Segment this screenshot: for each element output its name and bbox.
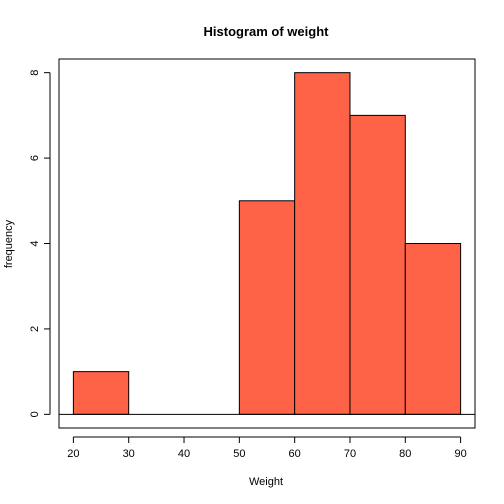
y-tick-label-8: 8 xyxy=(29,70,41,76)
x-axis-label: Weight xyxy=(249,476,283,488)
histogram-bars xyxy=(72,72,462,415)
x-tick-label-60: 60 xyxy=(289,448,301,460)
x-tick-label-90: 90 xyxy=(454,448,466,460)
x-tick-label-40: 40 xyxy=(178,448,190,460)
histogram-bar-80-90 xyxy=(404,243,462,415)
y-tick-label-0: 0 xyxy=(29,411,41,417)
x-tick-label-80: 80 xyxy=(399,448,411,460)
histogram-bar-60-70 xyxy=(294,72,351,415)
histogram-bar-50-60 xyxy=(238,200,296,415)
y-tick-label-4: 4 xyxy=(29,240,41,246)
y-axis: 0 2 4 6 8 xyxy=(29,70,51,417)
chart-title: Histogram of weight xyxy=(204,24,330,39)
y-tick-label-6: 6 xyxy=(29,155,41,161)
plot-frame xyxy=(58,58,476,429)
x-axis: 20 30 40 50 60 70 80 90 xyxy=(67,436,467,460)
y-tick-label-2: 2 xyxy=(29,326,41,332)
histogram-bar-20-30 xyxy=(72,371,130,415)
y-axis-label: frequency xyxy=(3,219,15,268)
histogram-bar-70-80 xyxy=(349,114,406,415)
x-tick-label-70: 70 xyxy=(344,448,356,460)
x-tick-label-50: 50 xyxy=(233,448,245,460)
x-tick-label-20: 20 xyxy=(67,448,79,460)
x-tick-label-30: 30 xyxy=(123,448,135,460)
